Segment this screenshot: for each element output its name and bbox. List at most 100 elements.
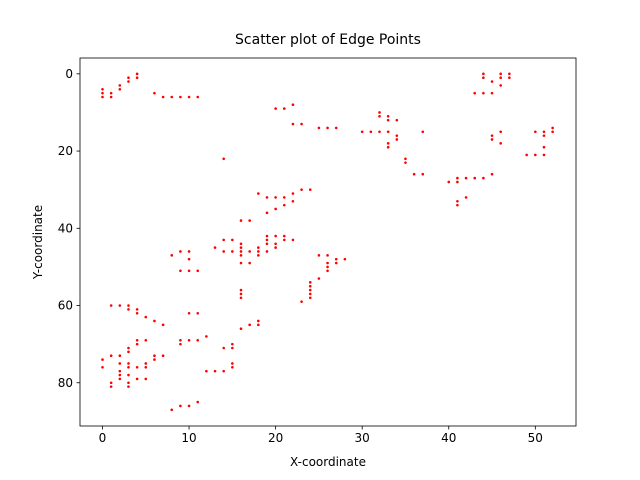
point [257,192,260,195]
point [378,130,381,134]
point [239,242,243,246]
point [308,296,312,300]
point [179,404,182,408]
x-tick-label: 10 [181,431,196,445]
point [404,157,407,161]
point [239,288,243,292]
point [231,346,234,350]
point [187,95,191,99]
point [274,207,277,211]
point [153,354,156,358]
point [490,134,494,137]
point [170,408,174,412]
point [534,153,537,157]
point [308,284,312,288]
point [291,103,295,107]
x-tick-label: 40 [441,431,456,445]
point [404,161,407,164]
y-tick-label: 60 [58,299,73,313]
point [300,122,303,126]
y-tick-label: 0 [65,67,73,81]
point [282,196,286,199]
point [187,311,191,315]
point [326,126,329,130]
point [231,366,234,369]
point [464,176,468,180]
point [326,269,329,273]
point [274,242,277,246]
x-tick-label: 0 [99,431,107,445]
point [490,172,494,176]
point [257,319,260,323]
point [421,130,425,134]
point [291,199,295,203]
point [508,72,511,76]
point [257,254,260,257]
point [248,250,251,253]
point [482,176,485,180]
point [265,242,269,246]
point [187,269,191,273]
point [127,80,130,83]
point [282,238,286,242]
point [144,362,148,365]
point [386,145,390,149]
point [274,196,277,199]
point [127,366,130,369]
point [179,250,182,253]
point [456,203,459,207]
point [161,95,165,99]
point [239,219,243,222]
point [412,172,416,176]
point [317,277,321,280]
point [196,269,200,273]
point [109,95,113,99]
point [334,126,338,130]
point [386,118,390,122]
point [473,91,477,95]
point [144,377,148,381]
y-tick-label: 40 [58,221,73,235]
point [127,308,130,311]
point [101,366,104,369]
point [317,254,321,257]
point [187,338,191,342]
point [118,373,122,377]
point [265,211,269,215]
point [179,95,182,99]
point [239,261,243,265]
point [499,84,502,87]
point [308,188,312,191]
point [308,288,312,292]
point [127,385,130,388]
point [213,246,217,249]
point [265,238,269,242]
x-tick-label: 50 [528,431,543,445]
point [179,269,182,273]
point [205,335,208,338]
point [127,346,130,350]
point [187,257,191,261]
point [127,304,130,307]
point [101,95,104,99]
point [257,250,260,253]
point [378,111,381,114]
point [135,72,139,76]
point [153,91,156,95]
point [231,238,234,242]
point [326,265,329,269]
point [482,72,485,76]
point [421,172,425,176]
point [222,346,225,350]
point [525,153,528,157]
point [127,373,130,377]
point [482,76,485,79]
point [456,176,459,180]
point [542,130,546,134]
point [239,254,243,257]
point [109,381,113,385]
point [386,142,390,145]
point [239,250,243,253]
point [542,134,546,137]
point [395,134,399,137]
